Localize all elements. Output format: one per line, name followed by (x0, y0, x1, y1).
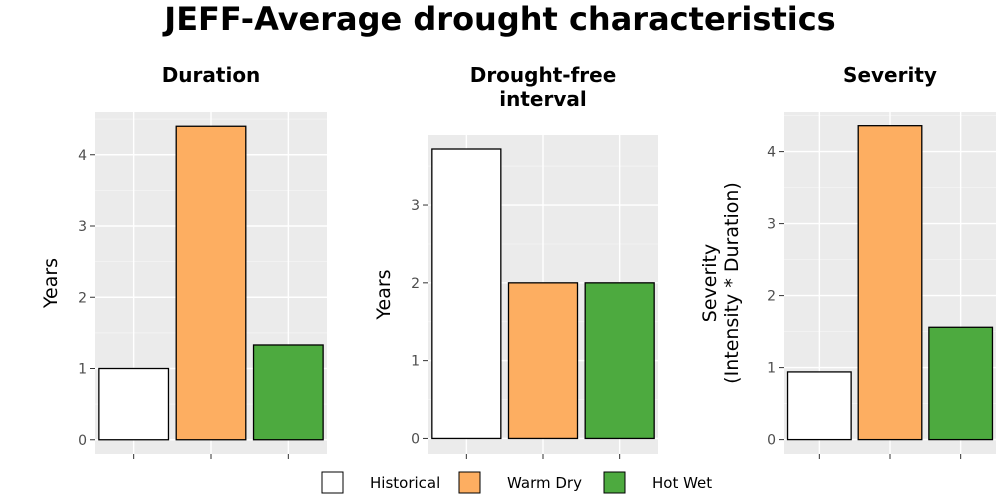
legend-key (321, 471, 344, 494)
bar-warm-dry (175, 125, 247, 441)
bar-historical (786, 371, 852, 441)
figure-title: JEFF-Average drought characteristics (162, 0, 835, 38)
legend-label: Warm Dry (507, 474, 582, 492)
bar-hot-wet (928, 326, 994, 441)
y-tick-label: 4 (767, 145, 776, 161)
y-tick-label: 1 (78, 362, 87, 378)
y-tick-label: 0 (767, 433, 776, 449)
panel-title: Severity (843, 63, 937, 87)
legend-key (458, 471, 481, 494)
bar-warm-dry (857, 125, 923, 441)
legend-item-hot-wet: Hot Wet (603, 471, 712, 494)
panel-title: Duration (162, 63, 261, 87)
chart-panels: 0 1 2 3 4 Duration Years 0 1 2 3 Drought-free interv… (40, 63, 996, 459)
chart-panel-1: 0 1 2 3 4 Duration Years (40, 63, 327, 459)
bar-hot-wet (252, 344, 324, 441)
legend-label: Hot Wet (652, 474, 712, 492)
chart-panel-2: 0 1 2 3 Drought-free interval Years (373, 63, 658, 459)
y-tick-label: 4 (78, 148, 87, 164)
y-tick-label: 0 (78, 433, 87, 449)
y-tick-label: 3 (767, 217, 776, 233)
legend: Historical Warm Dry Hot Wet (321, 471, 712, 494)
bar-warm-dry (507, 282, 579, 440)
y-tick-label: 3 (78, 219, 87, 235)
y-tick-label: 1 (767, 361, 776, 377)
y-axis-label: Severity(Intensity * Duration) (699, 182, 743, 384)
bar-historical (98, 367, 170, 441)
y-axis-label: Years (40, 258, 62, 309)
legend-label: Historical (370, 474, 440, 492)
y-tick-label: 0 (411, 431, 420, 447)
legend-item-historical: Historical (321, 471, 440, 494)
bar-hot-wet (584, 282, 655, 440)
y-tick-label: 3 (411, 198, 420, 214)
y-tick-label: 2 (411, 276, 420, 292)
legend-item-warm-dry: Warm Dry (458, 471, 582, 494)
y-tick-label: 1 (411, 354, 420, 370)
legend-key (603, 471, 626, 494)
y-tick-label: 2 (767, 289, 776, 305)
bar-historical (431, 148, 502, 440)
y-tick-label: 2 (78, 290, 87, 306)
chart-panel-3: 0 1 2 3 4 Severity Severity(Intensity * Durati… (699, 63, 996, 459)
panel-title: Drought-free interval (470, 63, 617, 111)
y-axis-label: Years (373, 269, 395, 320)
